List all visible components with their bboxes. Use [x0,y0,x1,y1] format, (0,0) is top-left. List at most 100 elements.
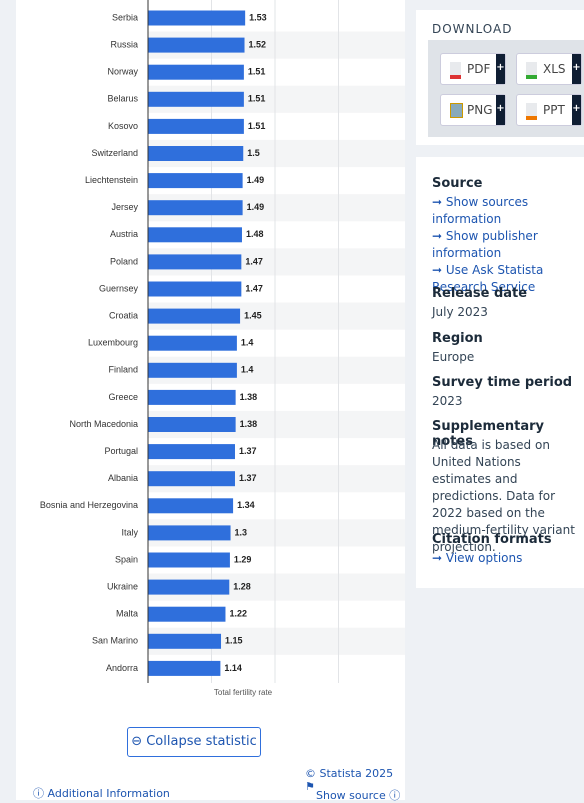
value-label: 1.28 [233,581,251,591]
show-source[interactable]: Show source ⓘ [316,789,401,802]
value-label: 1.49 [247,175,265,185]
value-label: 1.37 [239,446,257,456]
y-tick-label: Poland [110,256,138,266]
bar [148,362,237,378]
bar [148,606,226,622]
bar [148,227,242,243]
value-label: 1.53 [249,12,267,22]
copyright[interactable]: © Statista 2025 ⚑ [305,767,394,793]
value-label: 1.14 [224,663,242,673]
collapse-button[interactable]: ⊖ Collapse statistic [127,727,261,757]
link[interactable]: ➞ Use Ask Statista Research Service [432,263,544,294]
button-label: PPT [543,103,565,117]
icon: ⊖ [131,734,147,749]
y-tick-label: Serbia [112,12,138,22]
value-label: 1.22 [229,609,247,619]
source-title: Source [432,176,483,191]
chart: Total fertility rate Serbia 1.53 Russia 1.5… [40,0,405,697]
bar [148,200,243,216]
bar [148,335,237,351]
value-label: 1.4 [241,365,254,375]
icon [526,62,537,79]
icon [450,62,461,79]
bar [148,308,241,324]
ppt-button[interactable]: PPT + [516,94,582,126]
y-tick-label: North Macedonia [69,419,138,429]
y-tick-label: Guernsey [99,283,139,293]
link-text: Use Ask Statista Research Service [432,263,544,294]
release-value: July 2023 [432,305,488,319]
bar [148,471,235,487]
y-tick-label: Malta [116,609,138,619]
y-tick-label: Albania [108,473,138,483]
value-label: 1.5 [247,148,260,158]
button-label: PDF [467,62,491,76]
download-card: DOWNLOAD PDF + XLS + PNG + PPT + [416,10,584,145]
value-label: 1.51 [248,121,266,131]
y-tick-label: Croatia [109,310,138,320]
y-tick-label: Greece [108,392,138,402]
show-source-text: Show source [316,789,386,802]
pdf-button[interactable]: PDF + [440,53,506,85]
value-label: 1.47 [245,256,263,266]
y-tick-label: Andorra [106,663,138,673]
details-card: Source ➞ Show sources information ➞ Show… [416,157,584,588]
link[interactable]: ➞ Show sources information [432,195,529,226]
bar [148,37,245,53]
link-text: Show publisher information [432,229,538,260]
bar [148,444,235,460]
citation-link[interactable]: ➞ View options [432,551,523,565]
bar [148,498,234,514]
y-tick-label: Spain [115,554,138,564]
value-label: 1.48 [246,229,264,239]
y-tick-label: Kosovo [108,121,138,131]
plus: + [496,95,505,125]
y-tick-label: Liechtenstein [85,175,138,185]
x-axis-label: Total fertility rate [214,688,273,697]
value-label: 1.4 [241,338,254,348]
button-label: PNG [467,103,493,117]
png-button[interactable]: PNG + [440,94,506,126]
y-tick-label: Russia [110,39,138,49]
value-label: 1.47 [245,283,263,293]
source-links: ➞ Show sources information ➞ Show publis… [432,194,582,296]
y-tick-label: Norway [107,67,138,77]
additional-info[interactable]: ⓘ Additional Information [33,787,170,800]
y-tick-label: Jersey [111,202,138,212]
y-tick-label: Ukraine [107,581,138,591]
xls-button[interactable]: XLS + [516,53,582,85]
bar [148,660,221,676]
bar [148,579,230,595]
link-text: Show sources information [432,195,529,226]
value-label: 1.38 [240,392,258,402]
region-title: Region [432,331,483,346]
bar [148,417,236,432]
icon [526,103,537,120]
notes-title: Supplementary notes [432,419,544,449]
additional-text: Additional Information [47,787,170,800]
collapse-text: Collapse statistic [146,734,257,749]
plus: + [496,54,505,84]
bar [148,64,244,80]
value-label: 1.29 [234,554,252,564]
value-label: 1.51 [248,67,266,77]
y-tick-label: San Marino [92,636,138,646]
copyright-text: © Statista 2025 [305,767,394,780]
bar [148,146,244,161]
bar [148,173,243,189]
bar [148,281,242,297]
survey-title: Survey time period [432,375,573,390]
value-label: 1.3 [235,527,248,537]
release-title: Release date [432,286,528,301]
value-label: 1.49 [247,202,265,212]
download-title: DOWNLOAD [432,22,513,36]
value-label: 1.38 [240,419,258,429]
y-tick-label: Bosnia and Herzegovina [40,500,138,510]
citation-title: Citation formats [432,532,552,547]
region-value: Europe [432,350,475,364]
bar [148,389,236,405]
link[interactable]: ➞ Show publisher information [432,229,538,260]
chart-card: Total fertility rate Serbia 1.53 Russia 1.5… [16,0,405,802]
